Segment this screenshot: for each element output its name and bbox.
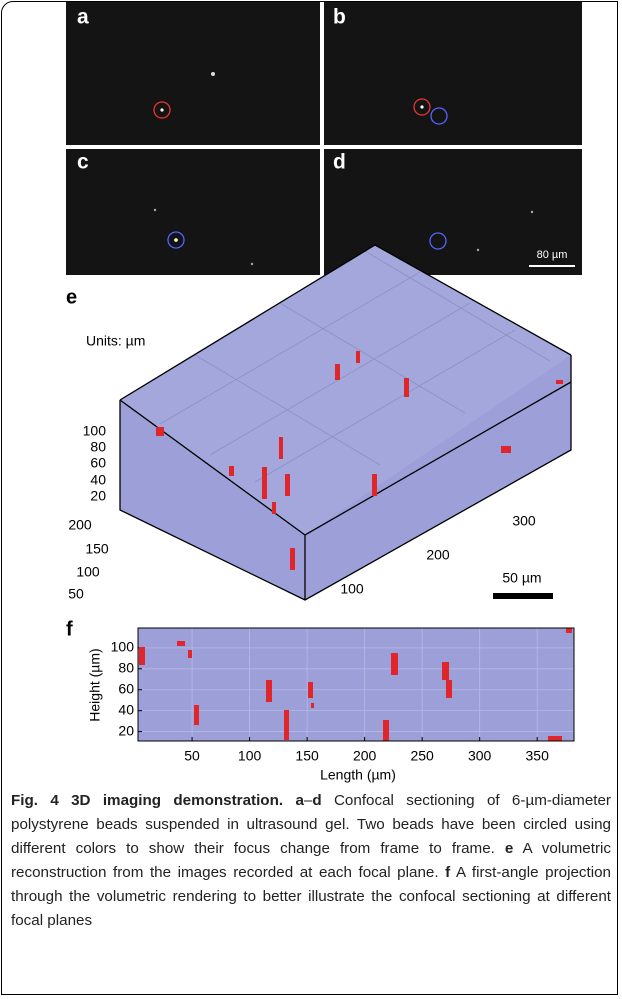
micrograph <box>66 2 320 145</box>
panel-label: e <box>66 286 77 308</box>
circle-red <box>413 98 431 116</box>
x-axis-label: Length (µm) <box>320 767 396 783</box>
caption-text: A volumetric reconstruction from the ima… <box>11 840 611 881</box>
height-tick-label: 60 <box>90 455 106 471</box>
circle-blue <box>429 232 447 250</box>
x-tick-label: 250 <box>410 748 434 764</box>
panel-label: c <box>77 151 89 174</box>
x-tick-label: 100 <box>238 748 262 764</box>
beads-3d <box>156 351 563 570</box>
bead <box>420 105 424 109</box>
caption-bold: d <box>312 792 322 809</box>
depth-tick-label: 50 <box>68 586 84 602</box>
caption-bold: Fig. 4 3D imaging demonstration. <box>11 792 284 809</box>
micrograph <box>324 2 582 145</box>
length-tick-label: 300 <box>512 513 536 529</box>
height-tick-label: 40 <box>90 472 106 488</box>
x-tick-label: 350 <box>526 748 550 764</box>
depth-tick-label: 200 <box>68 517 92 533</box>
depth-tick-label: 150 <box>85 541 109 557</box>
height-tick-label: 100 <box>83 423 107 439</box>
bead <box>160 108 164 112</box>
scale-bar-label: 50 µm <box>502 570 541 586</box>
y-tick-label: 20 <box>118 722 134 738</box>
length-tick-label: 100 <box>340 581 364 597</box>
units-label: Units: µm <box>86 333 145 349</box>
caption-text: – <box>303 792 313 809</box>
bead <box>476 248 480 252</box>
panel-label: d <box>333 151 346 174</box>
figure: a b c d 80 µm e Units: µm 100 80 60 40 2… <box>66 2 582 783</box>
plot-frame <box>137 627 575 742</box>
caption-text: A first-angle projection through the vol… <box>11 864 611 929</box>
y-tick-label: 40 <box>118 701 134 717</box>
x-tick-label: 300 <box>468 748 492 764</box>
circle-blue <box>430 107 448 125</box>
caption-bold: f <box>445 864 451 881</box>
scale-bar-label: 80 µm <box>537 249 568 261</box>
y-axis-label: Height (µm) <box>87 648 103 721</box>
circle-blue <box>167 231 185 249</box>
bead <box>530 210 534 214</box>
length-tick-label: 200 <box>426 547 450 563</box>
height-tick-label: 20 <box>90 488 106 504</box>
panel-label: a <box>77 6 89 29</box>
caption-text: Confocal sectioning of 6-µm-diameter pol… <box>11 792 611 857</box>
depth-tick-label: 100 <box>76 564 100 580</box>
x-tick-label: 50 <box>184 748 200 764</box>
plot-area <box>138 628 574 741</box>
bead <box>250 262 254 266</box>
panel-label: b <box>333 6 346 29</box>
bead <box>211 72 215 76</box>
caption-bold: e <box>504 840 514 857</box>
grid <box>138 628 574 741</box>
box-edges <box>119 244 572 601</box>
bead <box>174 238 178 242</box>
panel-label: f <box>66 618 73 640</box>
y-tick-label: 60 <box>118 680 134 696</box>
x-tick-label: 150 <box>295 748 319 764</box>
micrograph <box>66 149 320 275</box>
y-tick-label: 80 <box>118 660 134 676</box>
height-tick-label: 80 <box>90 439 106 455</box>
beads-projection <box>139 628 572 741</box>
box-grid <box>159 250 551 483</box>
caption-text <box>283 792 295 809</box>
circle-red <box>153 101 171 119</box>
caption-bold: a <box>295 792 304 809</box>
x-tick-label: 200 <box>353 748 377 764</box>
scale-bar <box>493 593 553 599</box>
bead <box>153 208 157 212</box>
y-tick-label: 100 <box>111 639 135 655</box>
caption: Fig. 4 3D imaging demonstration. a–d Con… <box>11 789 611 933</box>
volume-top <box>120 245 571 535</box>
